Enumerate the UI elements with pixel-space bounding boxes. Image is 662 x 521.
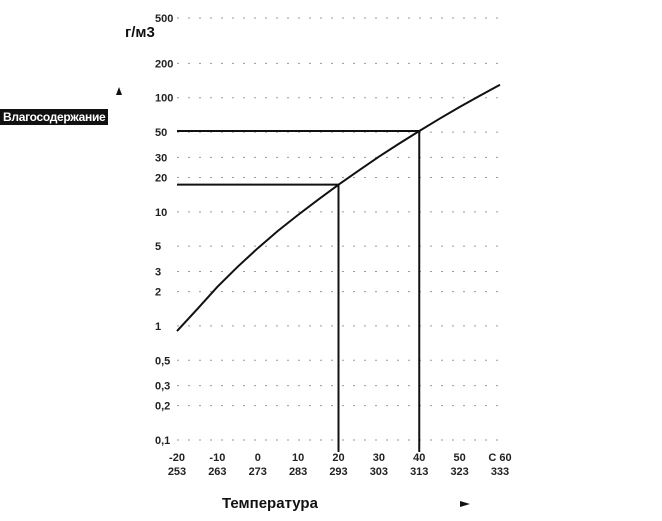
x-tick-label-kelvin: 253 bbox=[168, 466, 186, 478]
y-tick-label: 200 bbox=[155, 58, 173, 70]
x-tick-label-celsius: -20 bbox=[169, 452, 185, 464]
y-tick-label: 20 bbox=[155, 172, 167, 184]
y-tick-label: 500 bbox=[155, 13, 173, 25]
y-tick-label: 1 bbox=[155, 321, 161, 333]
y-axis-ticks: 500 200 100 50 30 20 10 5 3 2 1 0,5 0,3 0,2 0,1 bbox=[155, 13, 173, 447]
x-tick-label-celsius: 20 bbox=[332, 452, 344, 464]
y-tick-label: 30 bbox=[155, 152, 167, 164]
y-tick-label: 0,1 bbox=[155, 435, 170, 447]
x-tick-label-kelvin: 293 bbox=[329, 466, 347, 478]
x-axis-ticks: -20 253 -10 263 0 273 10 283 20 293 30 303 40 313 50 32… bbox=[168, 452, 512, 478]
x-tick-label-kelvin: 283 bbox=[289, 466, 307, 478]
x-tick-label-kelvin: 273 bbox=[249, 466, 267, 478]
x-tick-label-kelvin: 263 bbox=[208, 466, 226, 478]
x-axis-arrow-icon bbox=[460, 501, 470, 507]
y-tick-label: 10 bbox=[155, 207, 167, 219]
x-tick-label-celsius: C 60 bbox=[488, 452, 511, 464]
x-tick-label-celsius: -10 bbox=[209, 452, 225, 464]
x-tick-label-kelvin: 313 bbox=[410, 466, 428, 478]
y-tick-label: 50 bbox=[155, 127, 167, 139]
y-axis-label: Влагосодержание bbox=[0, 109, 109, 125]
x-tick-label-celsius: 50 bbox=[454, 452, 466, 464]
y-axis-unit: г/м3 bbox=[125, 24, 155, 41]
y-tick-label: 2 bbox=[155, 287, 161, 299]
y-tick-label: 0,2 bbox=[155, 401, 170, 413]
x-tick-label-celsius: 10 bbox=[292, 452, 304, 464]
y-tick-label: 3 bbox=[155, 266, 161, 278]
x-tick-label-celsius: 30 bbox=[373, 452, 385, 464]
y-tick-label: 5 bbox=[155, 241, 161, 253]
y-axis-arrow-icon bbox=[116, 87, 122, 95]
x-axis-label: Температура bbox=[222, 495, 318, 512]
x-tick-label-kelvin: 323 bbox=[450, 466, 468, 478]
x-tick-label-kelvin: 303 bbox=[370, 466, 388, 478]
x-tick-label-celsius: 0 bbox=[255, 452, 261, 464]
y-tick-label: 0,5 bbox=[155, 355, 170, 367]
series-line bbox=[176, 83, 501, 332]
x-tick-label-kelvin: 333 bbox=[491, 466, 509, 478]
y-tick-label: 100 bbox=[155, 93, 173, 105]
y-tick-label: 0,3 bbox=[155, 381, 170, 393]
guide-lines bbox=[177, 130, 421, 452]
x-tick-label-celsius: 40 bbox=[413, 452, 425, 464]
